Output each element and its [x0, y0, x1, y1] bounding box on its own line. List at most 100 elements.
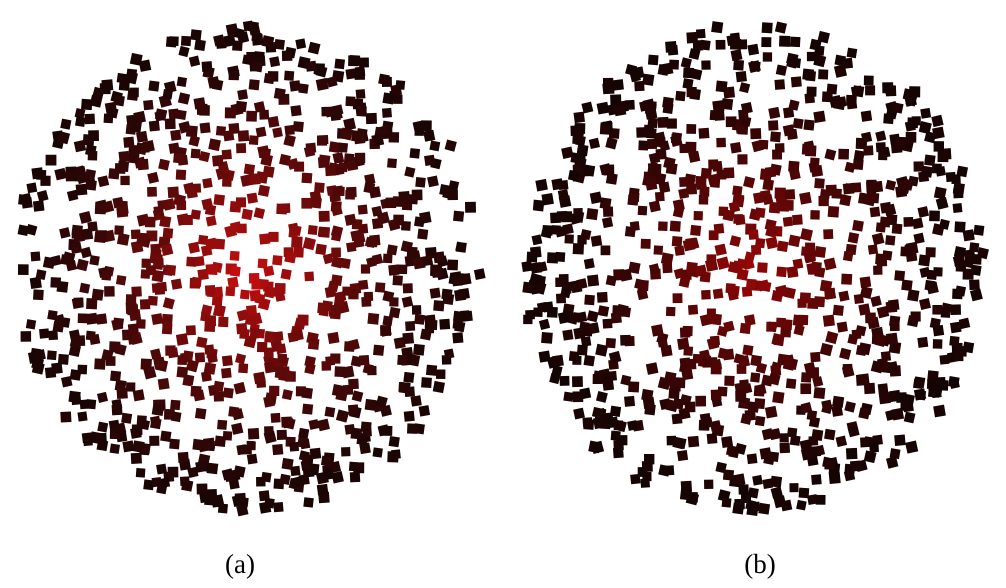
point-marker	[60, 411, 72, 423]
point-marker	[164, 118, 176, 130]
point-marker	[407, 423, 418, 434]
point-marker	[572, 210, 585, 223]
point-marker	[109, 443, 121, 454]
point-marker	[645, 178, 658, 191]
point-marker	[871, 232, 885, 246]
point-marker	[852, 219, 864, 232]
point-marker	[307, 41, 321, 55]
point-marker	[403, 410, 415, 422]
point-marker	[289, 441, 300, 452]
point-marker	[431, 266, 444, 279]
point-marker	[196, 483, 208, 495]
point-marker	[602, 77, 614, 89]
point-marker	[382, 425, 393, 436]
point-marker	[817, 30, 830, 44]
point-marker	[792, 214, 803, 226]
point-marker	[298, 83, 309, 94]
point-marker	[170, 129, 182, 141]
point-marker	[317, 418, 330, 432]
point-marker	[274, 366, 287, 380]
point-marker	[806, 410, 818, 421]
point-marker	[730, 49, 743, 62]
point-marker	[825, 330, 839, 345]
point-marker	[796, 499, 807, 511]
point-marker	[529, 272, 542, 286]
point-marker	[104, 286, 115, 297]
point-marker	[827, 206, 840, 218]
point-marker	[114, 225, 124, 236]
point-marker	[267, 115, 280, 128]
point-marker	[341, 365, 355, 379]
point-marker	[969, 242, 980, 253]
point-marker	[231, 422, 244, 435]
point-marker	[695, 28, 706, 39]
point-marker	[402, 332, 415, 345]
point-marker	[809, 38, 822, 51]
point-marker	[823, 257, 837, 271]
point-marker	[606, 416, 619, 429]
point-marker	[263, 265, 275, 277]
point-marker	[834, 64, 848, 78]
point-marker	[84, 113, 96, 125]
point-marker	[177, 451, 189, 463]
point-marker	[253, 51, 265, 63]
point-marker	[214, 435, 227, 448]
point-marker	[645, 362, 659, 375]
point-marker	[378, 125, 390, 137]
point-marker	[211, 79, 224, 91]
point-marker	[568, 280, 579, 292]
point-marker	[218, 316, 229, 328]
point-marker	[281, 457, 294, 470]
point-marker	[728, 201, 741, 213]
point-marker	[802, 68, 815, 81]
point-marker	[706, 337, 720, 350]
point-marker	[723, 167, 735, 179]
point-marker	[835, 435, 848, 448]
point-marker	[807, 494, 818, 506]
point-marker	[185, 325, 196, 336]
point-marker	[814, 246, 827, 258]
point-marker	[750, 372, 761, 383]
point-marker	[583, 354, 595, 367]
point-marker	[896, 392, 907, 403]
point-marker	[274, 39, 285, 50]
point-marker	[125, 302, 137, 314]
point-marker	[869, 206, 881, 218]
point-marker	[821, 402, 833, 415]
point-marker	[322, 253, 334, 265]
point-marker	[211, 295, 223, 306]
point-marker	[838, 148, 850, 160]
point-marker	[253, 101, 266, 113]
point-marker	[768, 201, 781, 214]
point-marker	[581, 101, 594, 114]
point-marker	[558, 273, 569, 284]
point-marker	[298, 427, 310, 439]
point-marker	[847, 232, 860, 244]
point-marker	[931, 114, 944, 128]
point-marker	[919, 298, 931, 310]
point-marker	[919, 266, 931, 278]
point-marker	[249, 289, 262, 302]
point-marker	[351, 130, 363, 143]
point-marker	[897, 181, 911, 195]
point-marker	[824, 287, 836, 300]
point-marker	[785, 378, 797, 389]
point-marker	[583, 164, 596, 177]
point-marker	[156, 483, 168, 495]
point-marker	[320, 455, 332, 467]
point-marker	[165, 36, 177, 48]
point-marker	[179, 476, 190, 487]
point-marker	[321, 300, 333, 312]
point-marker	[749, 60, 761, 72]
point-marker	[185, 125, 198, 138]
point-marker	[555, 251, 566, 263]
point-marker	[130, 452, 142, 464]
point-marker	[429, 140, 441, 152]
point-marker	[324, 286, 337, 299]
point-marker	[538, 318, 551, 330]
point-marker	[806, 86, 817, 97]
point-marker	[281, 389, 293, 401]
point-marker	[905, 131, 917, 143]
point-marker	[274, 291, 286, 302]
point-marker	[246, 453, 258, 465]
